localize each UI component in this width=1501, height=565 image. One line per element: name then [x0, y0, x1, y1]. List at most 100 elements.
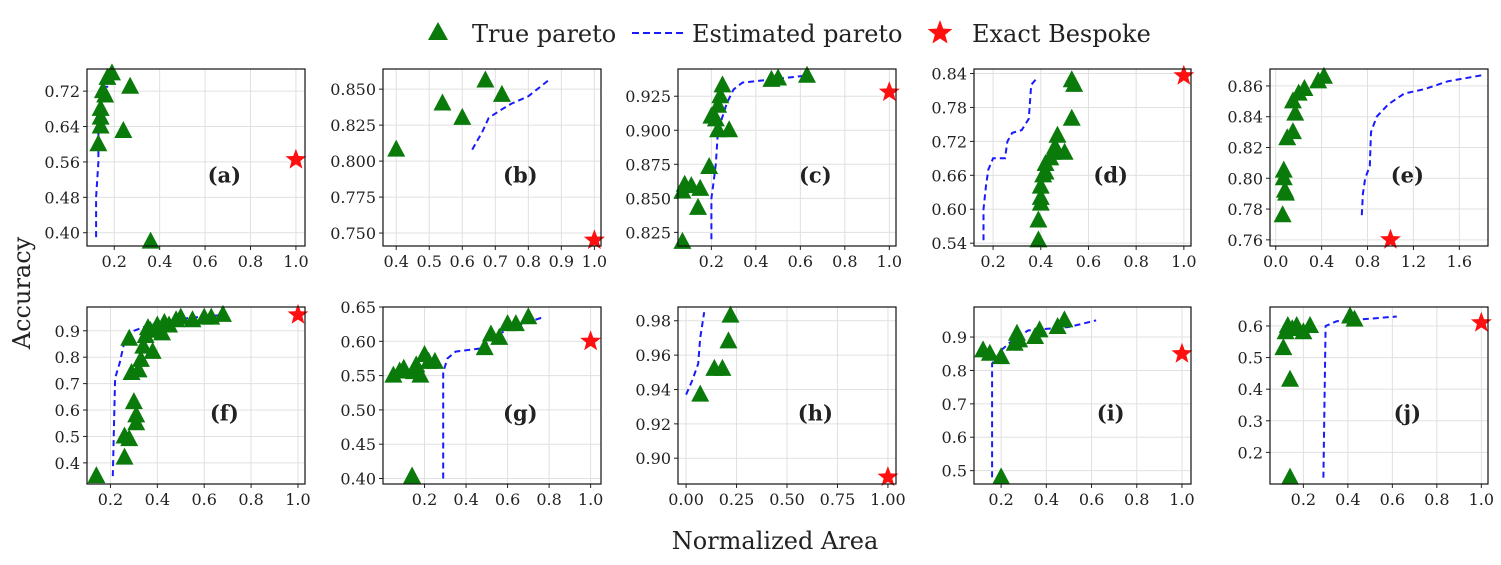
- x-tick-label: 0.2: [988, 490, 1013, 509]
- x-tick-label: 0.8: [238, 252, 263, 271]
- x-tick-label: 0.2: [412, 490, 437, 509]
- x-tick-label: 0.4: [1309, 252, 1334, 271]
- x-tick-label: 1.2: [1401, 252, 1426, 271]
- panel-frame: [973, 68, 1192, 247]
- x-tick-label: 0.6: [192, 252, 217, 271]
- y-tick-label: 0.4: [1238, 380, 1263, 399]
- true-pareto-point: [691, 384, 710, 402]
- panel-frame: [973, 306, 1192, 485]
- x-tick-label: 0.6: [495, 490, 520, 509]
- y-tick-label: 0.875: [625, 155, 671, 174]
- legend-true-pareto-label: True pareto: [472, 20, 616, 48]
- true-pareto-point: [475, 338, 494, 356]
- panel-title: (c): [799, 162, 832, 187]
- panel-title: (e): [1391, 162, 1424, 187]
- true-pareto-point: [706, 109, 725, 127]
- panel: 0.2 0.4 0.6 0.8 1.0 0.4 0.5 0.6 0.7 0.8 0.9 (f): [55, 303, 311, 509]
- x-tick-label: 1.00: [870, 490, 906, 509]
- true-pareto-point: [131, 349, 150, 367]
- true-pareto-point: [720, 120, 739, 138]
- true-pareto-point: [721, 305, 740, 323]
- true-pareto-point: [689, 197, 708, 215]
- true-pareto-point: [114, 120, 133, 138]
- x-tick-label: 1.0: [877, 252, 902, 271]
- x-tick-label: 1.0: [1171, 252, 1196, 271]
- y-tick-label: 0.66: [931, 166, 967, 185]
- true-pareto-point: [453, 107, 472, 125]
- y-tick-label: 0.9: [55, 322, 80, 341]
- y-tick-label: 0.4: [55, 454, 80, 473]
- panel: 0.2 0.4 0.6 0.8 1.0 0.5 0.6 0.7 0.8 0.9 (i): [942, 306, 1195, 509]
- panel-frame: [382, 68, 602, 247]
- x-tick-label: 1.0: [578, 490, 603, 509]
- y-tick-label: 0.48: [44, 188, 80, 207]
- true-pareto-point: [124, 392, 143, 410]
- true-pareto-point: [691, 178, 710, 196]
- panel-frame: [86, 68, 306, 247]
- x-tick-label: 0.8: [1124, 490, 1149, 509]
- legend-bespoke-marker: [927, 20, 953, 44]
- x-tick-label: 0.00: [668, 490, 704, 509]
- y-tick-label: 0.78: [931, 98, 967, 117]
- x-tick-label: 0.2: [699, 252, 724, 271]
- x-tick-label: 0.2: [1291, 490, 1316, 509]
- x-tick-label: 0.8: [516, 252, 541, 271]
- panel-title: (a): [208, 162, 241, 187]
- x-tick-label: 0.4: [147, 252, 172, 271]
- y-tick-label: 0.9: [942, 328, 967, 347]
- x-tick-label: 0.0: [1263, 252, 1288, 271]
- x-tick-label: 0.4: [383, 252, 408, 271]
- true-pareto-point: [700, 157, 719, 175]
- y-tick-label: 0.72: [44, 82, 80, 101]
- true-pareto-point: [1030, 320, 1049, 338]
- true-pareto-point: [476, 70, 495, 88]
- panel-frame: [1269, 306, 1489, 485]
- y-tick-label: 0.80: [1227, 169, 1263, 188]
- x-tick-label: 0.8: [238, 490, 263, 509]
- true-pareto-point: [121, 76, 140, 94]
- y-tick-label: 0.54: [931, 234, 967, 253]
- panel-title: (j): [1394, 400, 1421, 425]
- y-tick-label: 0.5: [1238, 349, 1263, 368]
- y-tick-label: 0.50: [340, 401, 376, 420]
- y-tick-label: 0.40: [340, 470, 376, 489]
- x-tick-label: 0.6: [1079, 490, 1104, 509]
- exact-bespoke-point: [287, 303, 309, 324]
- x-tick-label: 0.9: [549, 252, 574, 271]
- true-pareto-point: [719, 331, 738, 349]
- y-tick-label: 0.5: [942, 462, 967, 481]
- y-tick-label: 0.98: [635, 312, 671, 331]
- legend: True pareto Estimated pareto Exact Bespo…: [428, 20, 1151, 48]
- y-tick-label: 0.3: [1238, 412, 1263, 431]
- y-tick-label: 0.40: [44, 224, 80, 243]
- estimated-pareto-line: [991, 319, 1097, 478]
- x-tick-label: 0.8: [1355, 252, 1380, 271]
- x-tick-label: 0.6: [191, 490, 216, 509]
- panel-title: (i): [1097, 400, 1125, 425]
- x-tick-label: 0.5: [417, 252, 442, 271]
- true-pareto-point: [769, 68, 788, 86]
- x-tick-label: 0.4: [145, 490, 170, 509]
- true-pareto-point: [490, 327, 509, 345]
- panel-title: (f): [210, 400, 239, 425]
- true-pareto-point: [1029, 230, 1048, 248]
- true-pareto-point: [213, 304, 232, 322]
- true-pareto-point: [433, 93, 452, 111]
- panels: 0.2 0.4 0.6 0.8 1.00.400.480.560.640.72(a)0.…: [44, 63, 1494, 509]
- x-tick-label: 1.0: [285, 490, 310, 509]
- y-tick-label: 0.925: [625, 87, 671, 106]
- y-tick-label: 0.60: [340, 332, 376, 351]
- x-tick-label: 1.0: [1469, 490, 1494, 509]
- exact-bespoke-point: [1173, 64, 1195, 85]
- true-pareto-point: [492, 84, 511, 102]
- panel-title: (d): [1093, 162, 1128, 187]
- panel-title: (b): [503, 162, 538, 187]
- true-pareto-point: [91, 116, 110, 134]
- estimated-pareto-line: [685, 312, 706, 396]
- exact-bespoke-point: [583, 229, 605, 250]
- x-tick-label: 0.50: [769, 490, 805, 509]
- true-pareto-point: [403, 466, 422, 484]
- true-pareto-point: [134, 336, 153, 354]
- legend-estimated-label: Estimated pareto: [692, 20, 903, 48]
- panel: 0.2 0.4 0.6 0.8 1.0 0.40 0.48 0.56 0.64 0.72 (a): [44, 63, 309, 271]
